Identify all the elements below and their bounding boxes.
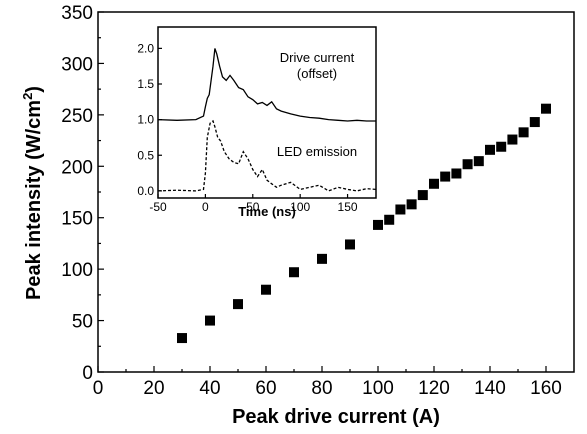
x-tick-label: 80: [311, 378, 332, 399]
x-tick-label: 20: [143, 378, 164, 399]
drive-current-line: [157, 48, 376, 122]
y-tick-label: 50: [72, 312, 93, 333]
data-point: [261, 284, 271, 295]
inset-x-tick-label: 150: [338, 200, 358, 214]
y-tick-label: 100: [61, 260, 93, 281]
y-tick-label: 200: [61, 157, 93, 178]
data-point: [345, 239, 355, 250]
inset-y-tick-label: 1.0: [137, 113, 154, 127]
x-tick-label: 160: [530, 378, 562, 399]
inset-x-axis-label: Time (ns): [238, 204, 296, 219]
y-axis-label-superscript: 2: [20, 93, 35, 100]
inset-x-tick-label: 0: [202, 200, 209, 214]
data-point: [205, 315, 215, 326]
y-tick-label: 350: [61, 3, 93, 24]
data-point: [417, 190, 428, 201]
data-point: [529, 117, 540, 128]
data-point: [177, 333, 187, 344]
inset-y-tick-label: 2.0: [137, 41, 154, 55]
y-tick-label: 150: [61, 209, 93, 230]
inset-ticks: -50 0 50 100 150 0.0 0.5 1.0 1.5 2.0: [137, 41, 358, 214]
y-tick-label: 300: [61, 54, 93, 75]
main-ticks: 0 20 40 60 80 100 120 140 160 0 50 100 150 200 250 300 3…: [61, 3, 562, 399]
x-axis-label: Peak drive current (A): [232, 406, 440, 428]
inset-y-tick-label: 0.0: [137, 184, 154, 198]
data-point: [462, 159, 473, 170]
data-point: [289, 267, 299, 278]
x-tick-label: 120: [418, 378, 450, 399]
x-tick-label: 60: [255, 378, 276, 399]
data-point: [518, 127, 529, 138]
data-point: [451, 168, 462, 179]
annotation-drive-current-line1: Drive current: [280, 50, 355, 65]
inset-y-tick-label: 0.5: [137, 148, 154, 162]
annotation-drive-current-line2: (offset): [297, 66, 337, 81]
data-point: [373, 219, 383, 230]
data-point: [406, 199, 417, 210]
data-point: [541, 103, 551, 114]
inset-x-tick-label: 50: [246, 200, 260, 214]
data-point: [507, 134, 518, 145]
x-tick-label: 100: [362, 378, 394, 399]
inset-x-tick-label: -50: [149, 200, 167, 214]
data-point: [496, 141, 507, 152]
data-point: [473, 156, 484, 167]
inset-y-tick-label: 1.5: [137, 77, 154, 91]
inset-chart: -50 0 50 100 150 0.0 0.5 1.0 1.5 2.0 Time (ns) Dr…: [137, 26, 377, 219]
led-emission-line: [157, 119, 377, 192]
x-tick-label: 0: [93, 378, 104, 399]
inset-x-tick-label: 100: [290, 200, 310, 214]
y-axis-label-main: Peak intensity (W/cm: [23, 100, 45, 300]
y-tick-label: 0: [82, 363, 93, 384]
x-tick-label: 140: [474, 378, 506, 399]
inset-lines: [157, 48, 377, 192]
y-axis-label: Peak intensity (W/cm2): [20, 86, 45, 300]
data-point: [485, 144, 495, 155]
annotation-led-emission: LED emission: [277, 144, 357, 159]
x-tick-label: 40: [199, 378, 220, 399]
main-data-points: [177, 103, 551, 344]
y-axis-label-end: ): [23, 86, 45, 93]
data-point: [384, 214, 395, 225]
data-point: [317, 253, 327, 264]
data-point: [429, 178, 439, 189]
data-point: [233, 299, 243, 310]
data-point: [440, 171, 451, 182]
inset-plot-frame: [157, 26, 377, 199]
y-tick-label: 250: [61, 106, 93, 127]
data-point: [395, 204, 406, 215]
